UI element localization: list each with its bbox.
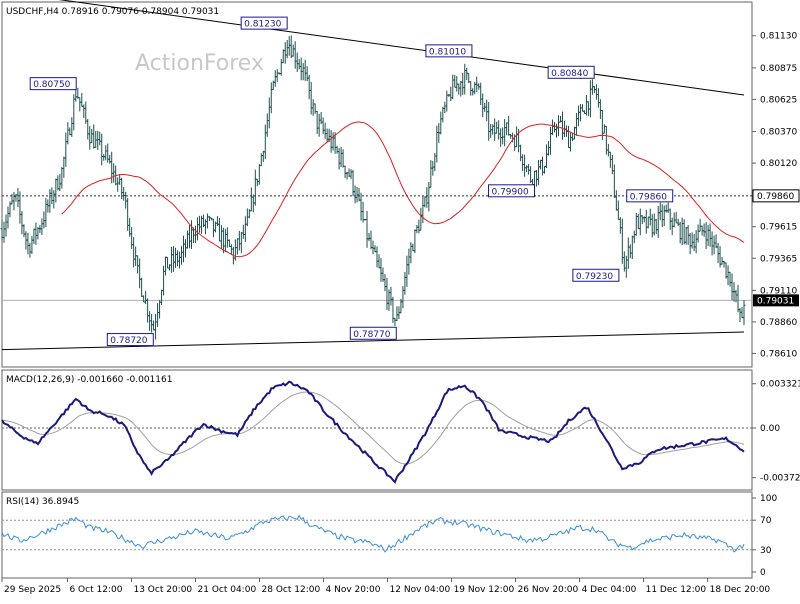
price-annotation-label: 0.81010 — [429, 47, 466, 57]
trendline-upper — [58, 0, 745, 96]
current-price-box — [753, 294, 799, 307]
price-annotation-box — [572, 268, 620, 282]
price-annotation-label: 0.80840 — [551, 69, 588, 79]
level-price-label: 0.79860 — [757, 192, 794, 202]
macd-signal-line — [1, 391, 745, 465]
price-annotation-box — [487, 184, 535, 198]
price-annotation-label: 0.78770 — [353, 330, 390, 340]
current-price-label: 0.79031 — [757, 296, 794, 306]
x-tick-label: 4 Nov 20:00 — [326, 585, 381, 595]
x-tick-label: 4 Dec 04:00 — [582, 585, 637, 595]
price-annotation-label: 0.80750 — [33, 80, 70, 90]
price-tick-label: 0.79365 — [760, 254, 797, 264]
price-tick-label: 0.79615 — [760, 223, 797, 233]
price-annotation-label: 0.79900 — [491, 187, 528, 197]
price-annotation-box — [349, 326, 397, 340]
price-annotation-box — [29, 77, 77, 91]
x-tick-label: 13 Oct 20:00 — [133, 585, 192, 595]
level-price-box — [752, 189, 800, 203]
price-annotation-box — [425, 44, 473, 58]
macd-main-line — [1, 380, 745, 484]
price-tick-label: 0.78610 — [760, 349, 797, 359]
x-tick-label: 12 Nov 04:00 — [390, 585, 451, 595]
macd-label: MACD(12,26,9) -0.001660 -0.001161 — [6, 375, 172, 385]
macd-tick-label: 0.00 — [760, 424, 780, 434]
moving-average-line — [61, 121, 745, 258]
rsi-line — [1, 514, 745, 553]
price-annotation-box — [106, 333, 154, 347]
x-tick-label: 26 Nov 20:00 — [518, 585, 579, 595]
rsi-tick-label: 100 — [760, 494, 777, 504]
price-tick-label: 0.78860 — [760, 318, 797, 328]
price-tick-label: 0.81130 — [760, 32, 797, 42]
price-tick-label: 0.80625 — [760, 95, 797, 105]
x-tick-label: 18 Dec 20:00 — [710, 585, 771, 595]
watermark-text: ActionForex — [135, 51, 264, 76]
x-tick-label: 28 Oct 12:00 — [262, 585, 321, 595]
x-tick-label: 21 Oct 04:00 — [198, 585, 257, 595]
price-annotation-box — [240, 16, 288, 30]
price-annotation-box — [547, 65, 595, 79]
rsi-tick-label: 0 — [760, 568, 766, 578]
rsi-label: RSI(14) 36.8945 — [6, 497, 79, 507]
price-tick-label: 0.80120 — [760, 159, 797, 169]
price-tick-label: 0.80875 — [760, 64, 797, 74]
price-annotation-label: 0.78720 — [110, 336, 147, 346]
rsi-tick-label: 30 — [760, 546, 772, 556]
trendline-lower — [1, 331, 745, 351]
price-annotation-label: 0.81230 — [244, 20, 281, 30]
macd-tick-label: 0.003321 — [760, 380, 800, 390]
x-tick-label: 19 Nov 12:00 — [454, 585, 515, 595]
price-tick-label: 0.80370 — [760, 128, 797, 138]
price-annotation-label: 0.79230 — [576, 272, 613, 282]
macd-tick-label: -0.003723 — [760, 474, 800, 484]
price-annotation-box — [626, 189, 674, 203]
panel-frame-rsi — [1, 491, 753, 579]
x-tick-label: 29 Sep 2025 — [4, 585, 61, 595]
panel-frame-price — [1, 1, 753, 368]
panel-frame-macd — [1, 369, 753, 491]
price-annotation-label: 0.79860 — [630, 192, 667, 202]
x-tick-label: 6 Oct 12:00 — [69, 585, 122, 595]
x-tick-label: 11 Dec 12:00 — [646, 585, 707, 595]
ohlc-bars — [0, 35, 746, 340]
symbol-header: USDCHF,H4 0.78916 0.79076 0.78904 0.7903… — [6, 7, 219, 17]
rsi-tick-label: 70 — [760, 516, 772, 526]
price-tick-label: 0.79110 — [760, 286, 797, 296]
